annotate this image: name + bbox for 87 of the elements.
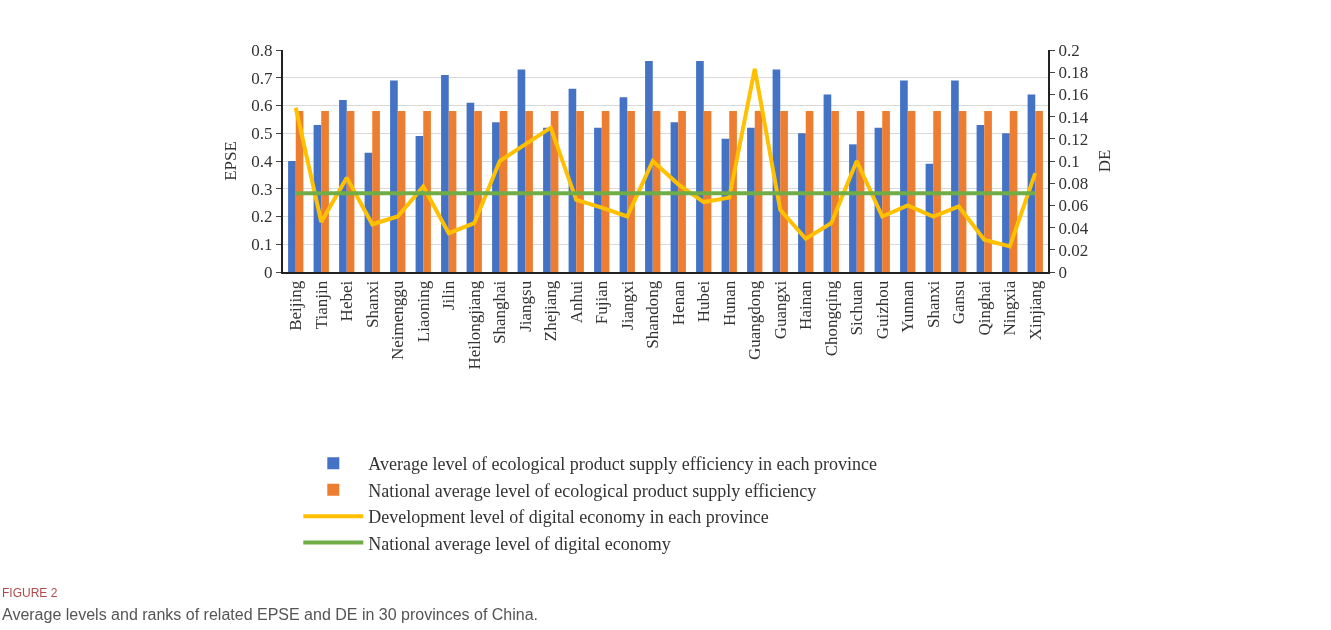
bar — [576, 111, 584, 272]
bar — [933, 111, 941, 272]
x-tick-label: Hebei — [337, 280, 357, 322]
line-series — [293, 66, 1038, 249]
bar — [1035, 111, 1043, 272]
bar — [372, 111, 380, 272]
y-tick-label: 0.3 — [251, 179, 273, 199]
caption: FIGURE 2 — [2, 586, 58, 600]
legend-label: Development level of digital economy in each province — [368, 507, 769, 528]
x-tick-label: Ningxia — [1000, 280, 1020, 336]
bar — [696, 61, 704, 272]
bar — [594, 127, 602, 272]
bar — [882, 111, 890, 272]
x-tick-label: Hubei — [694, 280, 714, 323]
x-tick-label: Hainan — [796, 280, 816, 330]
y2-tick-label: 0 — [1058, 262, 1067, 282]
x-tick-label: Fujian — [592, 280, 612, 325]
x-tick-label: Tianjin — [311, 280, 331, 330]
x-tick-label: Yunnan — [898, 280, 918, 333]
y2-tick-label: 0.08 — [1058, 174, 1089, 194]
bar — [798, 133, 806, 272]
y2-axis-title: DE — [1094, 149, 1114, 173]
x-tick-label: Jiangsu — [515, 280, 535, 332]
x-tick-label: Chongqing — [821, 280, 841, 357]
y2-tick-label: 0.18 — [1058, 63, 1089, 83]
y2-tick-label: 0.02 — [1058, 240, 1089, 260]
y2-tick-label: 0.14 — [1058, 107, 1089, 127]
bar — [543, 127, 551, 272]
y-tick-label: 0.4 — [251, 151, 274, 171]
bar — [492, 122, 500, 272]
bar — [951, 80, 959, 272]
bar — [321, 111, 329, 272]
legend-label: National average level of ecological product supply efficiency — [368, 480, 817, 501]
y2-tick-label: 0.1 — [1058, 151, 1080, 171]
x-tick-label: Heilongjiang — [464, 280, 484, 370]
x-tick-label: Shanghai — [490, 280, 510, 345]
x-tick-label: Hunan — [719, 280, 739, 327]
bar — [390, 80, 398, 272]
legend-label: National average level of digital economy — [368, 533, 671, 554]
x-tick-label: Shanxi — [923, 280, 943, 329]
y-tick-label: 0.6 — [251, 96, 273, 116]
y2-tick-label: 0.04 — [1058, 218, 1089, 238]
bar — [678, 111, 686, 272]
bar — [441, 74, 449, 272]
bar — [288, 161, 296, 272]
x-tick-label: Guangxi — [770, 280, 790, 340]
x-tick-label: Neimenggu — [388, 280, 408, 361]
y-tick-label: 0.8 — [251, 40, 273, 60]
y-tick-label: 0.7 — [251, 68, 274, 88]
bar — [474, 111, 482, 272]
y-tick-label: 0.1 — [251, 235, 273, 255]
y2-tick-label: 0.2 — [1058, 40, 1080, 60]
bar — [984, 111, 992, 272]
y2-tick-label: 0.12 — [1058, 129, 1089, 149]
x-tick-label: Sichuan — [847, 280, 867, 336]
x-tick-label: Guangdong — [745, 280, 765, 361]
x-tick-label: Guizhou — [872, 280, 892, 340]
y2-tick-label: 0.16 — [1058, 85, 1089, 105]
x-tick-label: Shandong — [643, 280, 663, 349]
x-tick-label: Anhui — [566, 280, 586, 324]
bar — [747, 127, 755, 272]
x-tick-label: Liaoning — [413, 280, 433, 343]
legend-label: Average level of ecological product supply efficiency in each province — [368, 454, 877, 475]
x-tick-label: Shanxi — [362, 280, 382, 329]
bar — [900, 80, 908, 272]
text: Average levels and ranks of related EPSE and DE in 30 provinces of China. — [2, 606, 539, 623]
x-tick-label: Qinghai — [974, 280, 994, 336]
bar — [525, 111, 533, 272]
y-tick-label: 0.5 — [251, 124, 273, 144]
x-tick-label: Beijing — [286, 280, 306, 331]
bar — [645, 61, 653, 272]
bar — [1002, 133, 1010, 272]
y-axis-title: EPSE — [221, 141, 241, 181]
x-tick-label: Jilin — [439, 280, 459, 311]
bar — [831, 111, 839, 272]
x-tick-label: Gansu — [949, 280, 969, 325]
bar — [627, 111, 635, 272]
x-tick-label: Xinjiang — [1025, 280, 1045, 341]
bar — [339, 99, 347, 272]
x-tick-label: Zhejiang — [541, 280, 561, 342]
bar — [423, 111, 431, 272]
y-tick-label: 0 — [264, 262, 273, 282]
y2-tick-label: 0.06 — [1058, 196, 1089, 216]
x-tick-label: Henan — [668, 280, 688, 326]
y-tick-label: 0.2 — [251, 207, 273, 227]
x-tick-label: Jiangxi — [617, 280, 637, 330]
bar — [780, 111, 788, 272]
